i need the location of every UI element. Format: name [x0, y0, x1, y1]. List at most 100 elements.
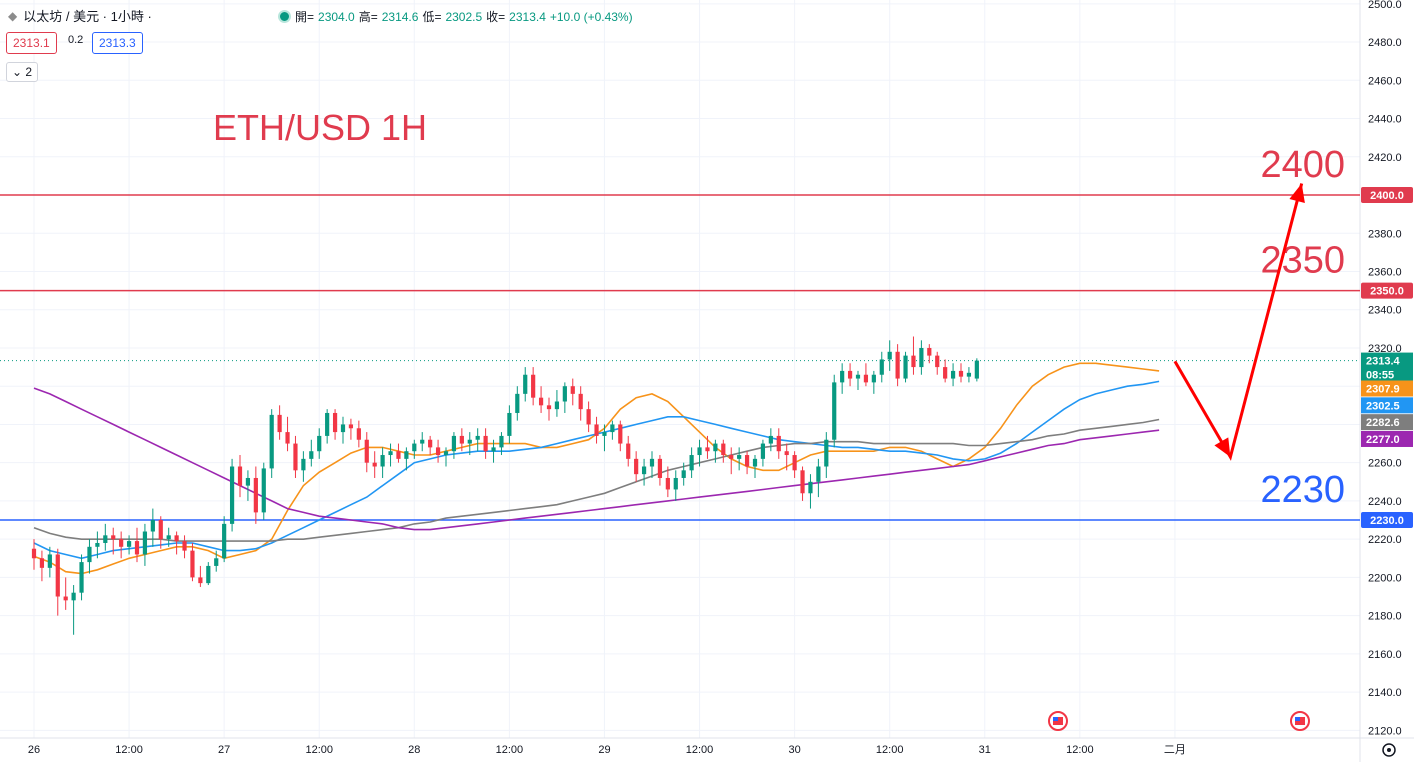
- candle-body: [396, 451, 401, 459]
- candle-body: [665, 477, 670, 490]
- candle: [443, 447, 449, 467]
- candle: [832, 374, 837, 448]
- candle-body: [277, 414, 282, 433]
- y-tick-label: 2180.0: [1368, 611, 1402, 623]
- level-axis-tag-text: 2350.0: [1370, 286, 1404, 298]
- candle-body: [261, 468, 266, 513]
- y-tick-label: 2380.0: [1368, 228, 1402, 240]
- moving-average-line: [33, 380, 1160, 560]
- candle: [958, 363, 964, 383]
- candle: [420, 432, 425, 452]
- candle: [943, 359, 948, 383]
- y-tick-label: 2360.0: [1368, 266, 1402, 278]
- candle-body: [126, 541, 132, 547]
- x-tick-label: 29: [598, 744, 610, 756]
- candle: [871, 370, 876, 394]
- candle: [158, 516, 163, 549]
- price-axis-tag-text: 2302.5: [1366, 400, 1400, 412]
- price-axis-tag-text: 2313.4: [1366, 356, 1401, 368]
- candle: [277, 405, 282, 440]
- x-tick-label: 12:00: [876, 744, 904, 756]
- candle: [79, 554, 84, 601]
- y-tick-label: 2260.0: [1368, 458, 1402, 470]
- candle: [515, 386, 520, 421]
- us-event-flag-icon: [1048, 711, 1068, 731]
- candle: [467, 432, 472, 456]
- candle: [317, 428, 322, 459]
- candle: [610, 420, 615, 440]
- candle: [887, 340, 892, 371]
- candle: [269, 409, 274, 478]
- candle: [824, 432, 829, 478]
- candle: [641, 458, 647, 486]
- candle-body: [87, 546, 92, 563]
- price-axis-tag: [1361, 380, 1413, 397]
- candle: [657, 455, 663, 486]
- candle-body: [546, 405, 552, 410]
- candle-body: [626, 443, 631, 459]
- close-label: 收=: [486, 10, 506, 24]
- candle: [792, 451, 797, 478]
- candle-body: [182, 541, 187, 551]
- candle-body: [784, 451, 789, 456]
- sell-price-button[interactable]: 2313.1: [6, 32, 57, 54]
- candle-body: [309, 451, 314, 459]
- candle: [428, 435, 433, 456]
- candle-body: [887, 351, 892, 360]
- candle-body: [863, 374, 869, 383]
- chevron-down-icon: ⌄: [12, 65, 23, 79]
- market-open-icon: [278, 10, 291, 23]
- candle: [119, 531, 124, 559]
- price-axis-tag: [1361, 366, 1413, 383]
- candle-body: [499, 435, 504, 448]
- candle-body: [832, 382, 837, 440]
- candle-body: [705, 447, 710, 452]
- candle: [737, 447, 742, 471]
- indicators-toggle[interactable]: ⌄ 2: [6, 62, 39, 82]
- candle-body: [71, 592, 76, 601]
- candle-body: [895, 351, 900, 379]
- candle: [626, 435, 631, 467]
- candle: [911, 336, 916, 375]
- candle-body: [689, 455, 694, 471]
- candle: [499, 432, 504, 456]
- candle: [134, 527, 140, 563]
- candle: [309, 439, 314, 467]
- chart-title: ETH/USD 1H: [213, 107, 427, 148]
- candle-body: [507, 412, 512, 436]
- moving-averages: [33, 362, 1160, 575]
- buy-price-button[interactable]: 2313.3: [92, 32, 143, 54]
- candle-body: [752, 458, 758, 467]
- candle: [198, 565, 203, 587]
- candle-body: [245, 477, 251, 486]
- candle-body: [554, 401, 560, 410]
- us-flag-canton: [1295, 717, 1300, 721]
- candle: [950, 363, 956, 387]
- candle-body: [214, 558, 219, 566]
- candle-body: [483, 435, 488, 452]
- candle: [713, 439, 718, 463]
- candle-body: [855, 374, 861, 379]
- candle-body: [340, 424, 346, 433]
- ohlc-readout: 開= 2304.0 高= 2314.6 低= 2302.5 收= 2313.4 +10.…: [278, 8, 633, 25]
- candle-body: [958, 370, 964, 377]
- price-axis-tag-text: 08:55: [1366, 369, 1394, 381]
- candle: [348, 418, 354, 440]
- candle: [222, 516, 227, 563]
- candle: [578, 386, 583, 421]
- candle: [594, 416, 599, 444]
- candle-body: [55, 554, 60, 597]
- gear-inner: [1387, 748, 1391, 752]
- us-flag-canton: [1053, 717, 1058, 721]
- forecast-arrow-head-up: [1289, 183, 1305, 203]
- candle-body: [285, 432, 290, 444]
- symbol-title[interactable]: 以太坊 / 美元 · 1小時 ·: [23, 9, 152, 24]
- candle: [174, 531, 179, 555]
- candle-body: [570, 386, 575, 394]
- candle: [285, 416, 290, 452]
- candle-body: [142, 531, 148, 555]
- settings-gear-icon[interactable]: [1382, 743, 1396, 757]
- candle-body: [103, 535, 108, 543]
